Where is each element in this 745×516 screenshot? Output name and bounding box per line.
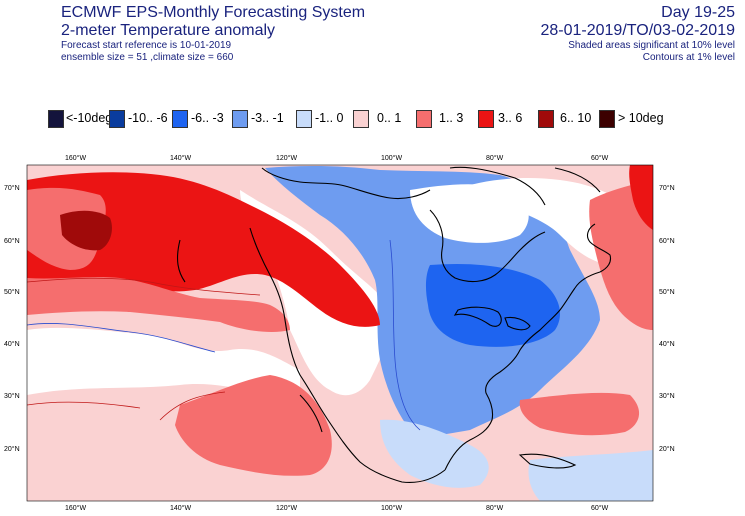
anomaly-region [175, 375, 332, 476]
lon-label-top: 60°W [591, 154, 609, 162]
lon-label-top: 140°W [170, 154, 191, 162]
header-right: Day 19-25 28-01-2019/TO/03-02-2019 Shade… [540, 4, 735, 64]
lat-label-left: 60°N [4, 237, 20, 245]
lat-label-right: 60°N [659, 237, 675, 245]
anomaly-region [27, 437, 170, 501]
anomaly-region [589, 180, 653, 330]
axis-labels: 160°W 140°W 120°W 100°W 80°W 60°W 160°W … [4, 154, 675, 512]
legend-label: 0.. 1 [377, 111, 402, 125]
anomaly-region [519, 392, 640, 436]
header-left: ECMWF EPS-Monthly Forecasting System 2-m… [61, 4, 365, 64]
legend-swatch [599, 110, 615, 128]
map-area [27, 165, 653, 501]
lat-label-left: 50°N [4, 288, 20, 296]
lat-label-right: 20°N [659, 445, 675, 453]
anomaly-region-strong-negative [425, 263, 560, 347]
lon-label-top: 160°W [65, 154, 86, 162]
lon-label-bottom: 100°W [381, 504, 402, 512]
lat-label-right: 40°N [659, 340, 675, 348]
lon-label-bottom: 140°W [170, 504, 191, 512]
legend-swatch [416, 110, 432, 128]
legend-label: -3.. -1 [251, 111, 284, 125]
lon-label-bottom: 160°W [65, 504, 86, 512]
lat-label-left: 20°N [4, 445, 20, 453]
legend-label: > 10deg [618, 111, 664, 125]
lat-label-left: 70°N [4, 184, 20, 192]
chart-title: ECMWF EPS-Monthly Forecasting System [61, 4, 366, 21]
anomaly-region-positive [629, 165, 653, 230]
lon-label-bottom: 120°W [276, 504, 297, 512]
color-legend: <-10deg -10.. -6 -6.. -3 -3.. -1 -1.. 0 … [48, 108, 688, 130]
legend-label: 1.. 3 [439, 111, 464, 125]
legend-label: <-10deg [66, 111, 113, 125]
anomaly-region [380, 419, 489, 488]
lat-label-left: 30°N [4, 392, 20, 400]
forecast-reference: Forecast start reference is 10-01-2019 [61, 40, 232, 51]
map-frame [26, 164, 654, 502]
legend-swatch [232, 110, 248, 128]
shaded-note: Shaded areas significant at 10% level [568, 40, 735, 51]
legend-label: -6.. -3 [191, 111, 224, 125]
anomaly-region [27, 277, 290, 333]
legend-swatch [538, 110, 554, 128]
lon-label-top: 120°W [276, 154, 297, 162]
lon-label-bottom: 80°W [486, 504, 504, 512]
legend-label: 3.. 6 [498, 111, 523, 125]
lon-label-top: 100°W [381, 154, 402, 162]
legend-swatch [109, 110, 125, 128]
legend-swatch [172, 110, 188, 128]
legend-swatch [296, 110, 312, 128]
anomaly-region-very-strong [60, 210, 112, 251]
legend-label: -1.. 0 [315, 111, 344, 125]
lat-label-right: 50°N [659, 288, 675, 296]
lat-label-right: 30°N [659, 392, 675, 400]
anomaly-region [27, 290, 653, 501]
lon-label-top: 80°W [486, 154, 504, 162]
legend-swatch [353, 110, 369, 128]
chart-subtitle: 2-meter Temperature anomaly [61, 22, 276, 39]
anomaly-region [528, 450, 653, 501]
lon-label-bottom: 60°W [591, 504, 609, 512]
significance-contours [27, 239, 421, 431]
legend-label: -10.. -6 [128, 111, 168, 125]
date-range: 28-01-2019/TO/03-02-2019 [540, 22, 735, 39]
coastlines [176, 166, 612, 484]
legend-swatch [478, 110, 494, 128]
day-range: Day 19-25 [661, 4, 735, 21]
anomaly-region [27, 327, 300, 400]
legend-label: 6.. 10 [560, 111, 592, 125]
lat-label-right: 70°N [659, 184, 675, 192]
ensemble-info: ensemble size = 51 ,climate size = 660 [61, 52, 234, 63]
lat-label-left: 40°N [4, 340, 20, 348]
legend-swatch [48, 110, 64, 128]
contour-note: Contours at 1% level [642, 52, 735, 63]
anomaly-region-positive [27, 172, 380, 327]
